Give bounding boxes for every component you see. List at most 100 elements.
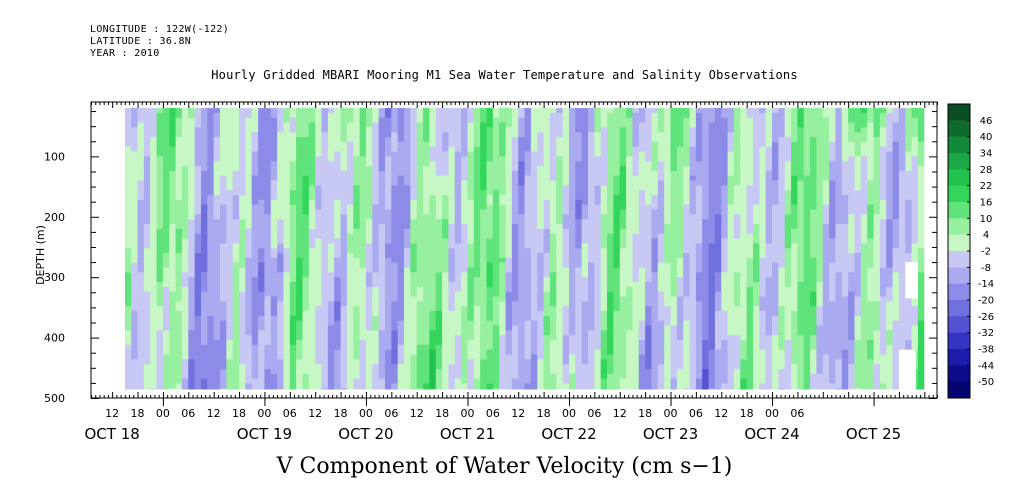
field-cell xyxy=(632,282,640,288)
field-cell xyxy=(492,296,500,302)
field-cell xyxy=(283,122,291,128)
field-cell xyxy=(581,364,589,370)
field-cell xyxy=(575,204,583,211)
field-cell xyxy=(340,151,348,157)
field-cell xyxy=(537,112,545,119)
field-cell xyxy=(657,137,665,143)
field-cell xyxy=(162,325,170,331)
field-cell xyxy=(315,248,323,254)
field-cell xyxy=(410,277,418,283)
field-cell xyxy=(277,378,285,385)
field-cell xyxy=(651,267,659,273)
field-cell xyxy=(232,141,240,148)
field-cell xyxy=(492,277,500,283)
field-cell xyxy=(251,190,259,196)
field-cell xyxy=(277,330,285,336)
field-cell xyxy=(416,190,424,196)
field-cell xyxy=(175,199,183,206)
field-cell xyxy=(588,127,595,133)
field-cell xyxy=(537,340,545,346)
field-cell xyxy=(156,175,164,182)
field-cell xyxy=(359,228,367,235)
field-cell xyxy=(429,335,437,341)
field-cell xyxy=(220,301,227,307)
field-cell xyxy=(359,349,367,356)
field-cell xyxy=(543,204,551,211)
field-cell xyxy=(124,388,132,390)
field-cell xyxy=(397,262,405,269)
field-cell xyxy=(416,378,424,385)
field-cell xyxy=(651,373,659,380)
field-cell xyxy=(156,253,164,259)
field-cell xyxy=(588,306,595,312)
field-cell xyxy=(461,180,469,186)
field-cell xyxy=(461,301,469,307)
field-cell xyxy=(296,306,304,312)
field-cell xyxy=(549,262,557,269)
field-cell xyxy=(353,301,361,307)
field-cell xyxy=(391,112,399,119)
field-cell xyxy=(568,388,576,390)
field-cell xyxy=(188,209,196,215)
field-cell xyxy=(626,335,634,341)
field-cell xyxy=(264,161,272,167)
field-cell xyxy=(162,272,170,278)
field-cell xyxy=(543,257,551,264)
field-cell xyxy=(188,306,196,312)
field-cell xyxy=(581,373,589,380)
field-cell xyxy=(549,282,557,288)
field-cell xyxy=(131,132,139,138)
field-cell xyxy=(131,161,139,167)
field-cell xyxy=(258,219,266,225)
field-cell xyxy=(651,209,659,215)
field-cell xyxy=(391,354,399,360)
field-cell xyxy=(442,340,450,346)
field-cell xyxy=(461,267,469,273)
field-cell xyxy=(461,296,469,302)
field-cell xyxy=(143,364,151,370)
field-cell xyxy=(296,122,304,128)
field-cell xyxy=(296,296,304,302)
field-cell xyxy=(384,248,392,254)
field-cell xyxy=(588,141,595,148)
field-cell xyxy=(353,286,361,293)
field-cell xyxy=(480,253,488,259)
field-cell xyxy=(251,359,259,365)
field-cell xyxy=(499,224,507,230)
field-cell xyxy=(524,127,532,133)
field-cell xyxy=(651,161,659,167)
field-cell xyxy=(384,161,392,167)
field-cell xyxy=(467,349,475,356)
field-cell xyxy=(169,243,177,249)
field-cell xyxy=(429,190,437,196)
field-cell xyxy=(365,286,373,293)
field-cell xyxy=(581,388,589,390)
field-cell xyxy=(607,272,615,278)
field-cell xyxy=(511,175,519,182)
field-cell xyxy=(499,209,507,215)
field-cell xyxy=(530,315,538,322)
field-cell xyxy=(308,354,316,360)
field-cell xyxy=(435,378,443,385)
field-cell xyxy=(296,344,304,351)
field-cell xyxy=(543,306,551,312)
field-cell xyxy=(245,170,253,177)
field-cell xyxy=(645,209,653,215)
field-cell xyxy=(162,151,170,157)
field-cell xyxy=(549,199,557,206)
field-cell xyxy=(518,180,526,186)
field-cell xyxy=(556,253,564,259)
field-cell xyxy=(258,296,266,302)
field-cell xyxy=(505,373,513,380)
field-cell xyxy=(232,340,240,346)
field-cell xyxy=(607,146,615,153)
field-cell xyxy=(334,112,342,119)
field-cell xyxy=(530,344,538,351)
field-cell xyxy=(575,267,583,273)
field-cell xyxy=(353,151,361,157)
field-cell xyxy=(207,315,215,322)
field-cell xyxy=(384,195,392,201)
field-cell xyxy=(518,170,526,177)
field-cell xyxy=(365,112,373,119)
field-cell xyxy=(321,388,329,390)
